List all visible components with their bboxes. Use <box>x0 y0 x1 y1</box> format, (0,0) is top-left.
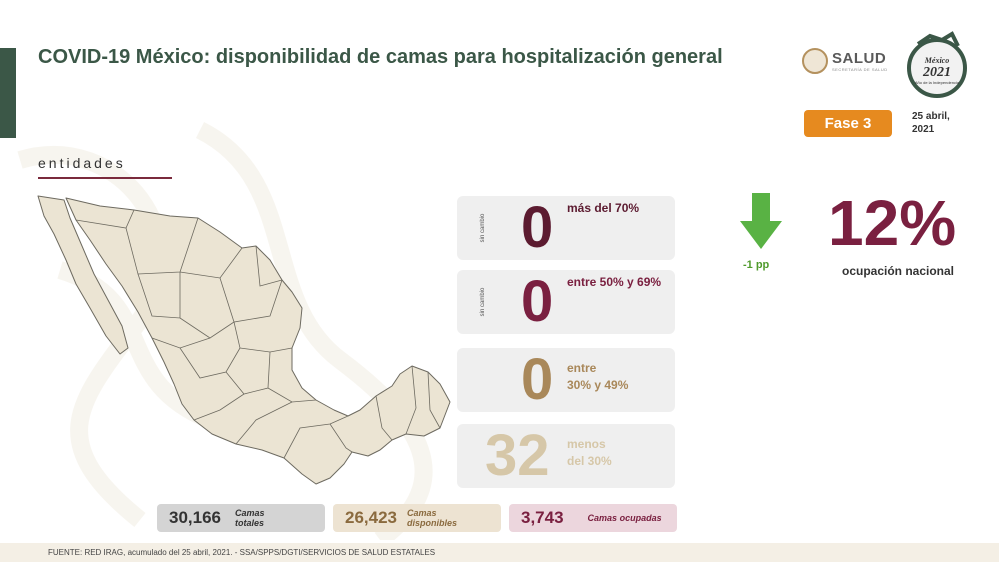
map-mainland <box>65 197 451 485</box>
title-accent-bar <box>0 48 16 138</box>
stat-label-line1: Camas <box>235 508 265 518</box>
card-more-than-70: sin cambio 0 más del 70% <box>457 195 675 260</box>
card-side-label: sin cambio <box>480 287 486 317</box>
stat-occupied-beds: 3,743 Camas ocupadas <box>509 504 677 532</box>
stat-total-beds: 30,166 Camas totales <box>157 504 325 532</box>
card-count: 0 <box>521 195 554 260</box>
salud-logo: SALUD SECRETARÍA DE SALUD <box>802 48 888 74</box>
map-baja-california <box>37 195 129 355</box>
logo-2021-line2: 2021 <box>922 65 951 80</box>
stat-value: 30,166 <box>169 508 221 527</box>
card-label-line2: 30% y 49% <box>567 378 629 392</box>
card-less-than-30: 32 menos del 30% <box>457 423 675 488</box>
stat-label-line2: disponibles <box>407 518 458 528</box>
card-label: menos del 30% <box>567 436 612 470</box>
stat-value: 26,423 <box>345 508 397 527</box>
down-arrow-icon <box>740 193 782 249</box>
page-title: COVID-19 México: disponibilidad de camas… <box>38 46 723 68</box>
report-date: 25 abril, 2021 <box>912 110 982 136</box>
logo-2021-line3: Año de la Independencia <box>915 80 960 85</box>
card-label: más del 70% <box>567 201 640 215</box>
stat-label-line1: Camas <box>407 508 437 518</box>
phase-badge: Fase 3 <box>804 110 892 137</box>
salud-logo-name: SALUD <box>832 50 887 67</box>
stat-value: 3,743 <box>521 508 564 527</box>
stat-label: Camas ocupadas <box>587 513 662 523</box>
card-label-line1: entre <box>567 361 597 375</box>
mexico-map <box>37 195 451 485</box>
stat-label-line2: totales <box>235 518 265 528</box>
mexico-2021-logo: México 2021 Año de la Independencia <box>907 31 967 98</box>
national-occupancy-percent: 12% <box>828 187 957 259</box>
card-count: 0 <box>521 347 554 412</box>
national-occupancy-label: ocupación nacional <box>842 264 955 278</box>
card-label-line1: menos <box>567 437 606 451</box>
card-side-label: sin cambio <box>480 213 486 243</box>
section-underline <box>38 177 172 179</box>
card-label: entre 30% y 49% <box>567 360 628 394</box>
change-value: -1 pp <box>743 259 770 271</box>
card-count: 0 <box>521 269 554 334</box>
logo-2021-line1: México <box>924 56 949 65</box>
stat-label: Camas disponibles <box>407 508 457 528</box>
eagle-seal-icon <box>802 48 828 74</box>
date-line1: 25 abril, <box>912 111 950 122</box>
card-30-to-49: 0 entre 30% y 49% <box>457 347 675 412</box>
stat-available-beds: 26,423 Camas disponibles <box>333 504 501 532</box>
section-label: entidades <box>38 155 126 171</box>
card-count: 32 <box>485 423 550 488</box>
source-footer: FUENTE: RED IRAG, acumulado del 25 abril… <box>0 543 999 562</box>
stat-label: Camas totales <box>235 508 265 528</box>
card-50-to-69: sin cambio 0 entre 50% y 69% <box>457 269 675 334</box>
card-label-line2: del 30% <box>567 454 612 468</box>
card-label: entre 50% y 69% <box>567 275 662 289</box>
salud-logo-subtitle: SECRETARÍA DE SALUD <box>832 67 888 72</box>
date-line2: 2021 <box>912 124 935 135</box>
